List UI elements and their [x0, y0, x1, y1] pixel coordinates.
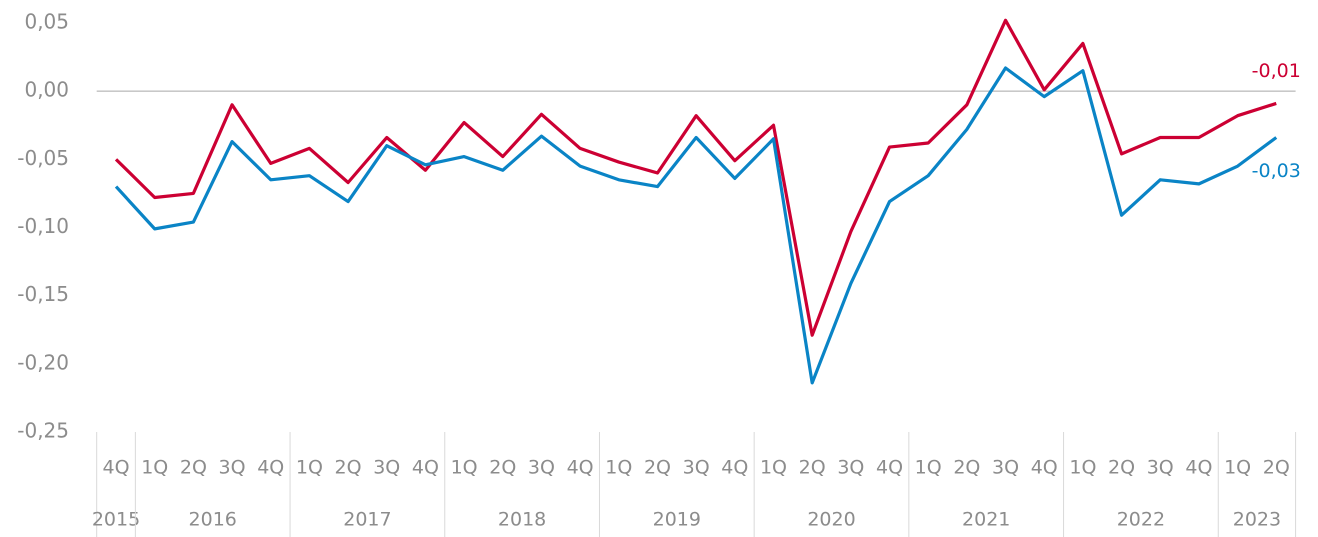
x-tick-label: 4Q	[567, 457, 594, 479]
x-group-label: 2023	[1233, 509, 1281, 531]
x-group-label: 2018	[498, 509, 546, 531]
x-tick-label: 4Q	[257, 457, 284, 479]
value-label: -0,03	[1252, 160, 1301, 182]
x-tick-label: 1Q	[605, 457, 632, 479]
y-tick-label: -0,25	[17, 419, 69, 443]
x-tick-label: 3Q	[373, 457, 400, 479]
x-tick-label: 4Q	[721, 457, 748, 479]
x-tick-label: 2Q	[644, 457, 671, 479]
y-tick-label: -0,20	[17, 350, 69, 374]
x-tick-label: 4Q	[1185, 457, 1212, 479]
x-group-label: 2022	[1117, 509, 1165, 531]
x-tick-label: 1Q	[1069, 457, 1096, 479]
x-tick-label: 3Q	[837, 457, 864, 479]
x-tick-label: 4Q	[1031, 457, 1058, 479]
x-tick-label: 2Q	[953, 457, 980, 479]
x-tick-label: 2Q	[335, 457, 362, 479]
x-tick-label: 2Q	[1263, 457, 1290, 479]
x-tick-label: 1Q	[1224, 457, 1251, 479]
x-group-label: 2016	[189, 509, 237, 531]
y-tick-label: 0,00	[24, 78, 69, 102]
x-tick-label: 2Q	[180, 457, 207, 479]
x-group-label: 2021	[962, 509, 1010, 531]
y-tick-label: 0,05	[24, 10, 69, 34]
line	[114, 66, 1278, 385]
x-tick-label: 1Q	[760, 457, 787, 479]
x-tick-label: 4Q	[412, 457, 439, 479]
x-group-label: 2020	[807, 509, 855, 531]
x-tick-label: 3Q	[683, 457, 710, 479]
x-tick-label: 2Q	[799, 457, 826, 479]
x-group-label: 2017	[343, 509, 391, 531]
y-tick-label: -0,05	[17, 146, 69, 170]
x-tick-label: 1Q	[296, 457, 323, 479]
x-tick-label: 3Q	[528, 457, 555, 479]
y-tick-label: -0,10	[17, 214, 69, 238]
x-group-label: 2019	[653, 509, 701, 531]
x-tick-label: 1Q	[141, 457, 168, 479]
x-tick-label: 3Q	[1147, 457, 1174, 479]
x-tick-label: 2Q	[489, 457, 516, 479]
line	[114, 18, 1277, 337]
x-tick-label: 2Q	[1108, 457, 1135, 479]
value-label: -0,01	[1252, 60, 1301, 82]
x-tick-label: 3Q	[219, 457, 246, 479]
x-tick-label: 1Q	[451, 457, 478, 479]
x-tick-label: 4Q	[876, 457, 903, 479]
x-tick-label: 1Q	[915, 457, 942, 479]
x-tick-label: 4Q	[103, 457, 130, 479]
x-group-label: 2015	[92, 509, 140, 531]
x-tick-label: 3Q	[992, 457, 1019, 479]
y-tick-label: -0,15	[17, 282, 69, 306]
